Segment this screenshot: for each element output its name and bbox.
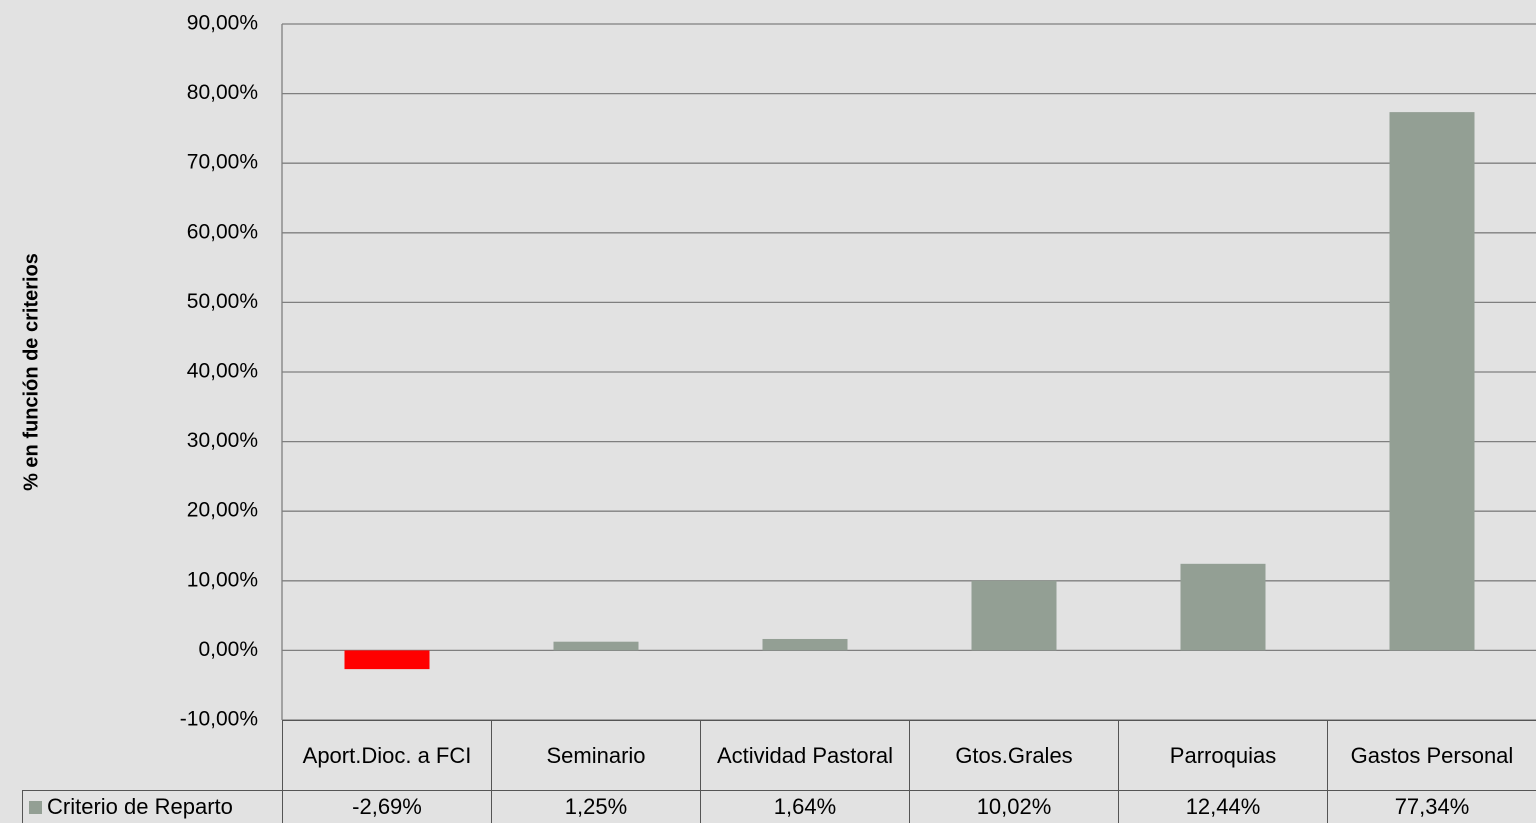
legend-label: Criterio de Reparto: [47, 794, 233, 819]
table-value: 77,34%: [1327, 790, 1536, 823]
y-tick-label: 50,00%: [187, 290, 258, 313]
y-tick-label: 70,00%: [187, 151, 258, 174]
table-value: -2,69%: [282, 790, 492, 823]
bar: [1180, 563, 1266, 651]
category-label-text: Gastos Personal: [1350, 742, 1514, 768]
table-value: 1,64%: [700, 790, 910, 823]
legend-key: [29, 800, 42, 814]
y-tick-label: 80,00%: [187, 81, 258, 104]
legend-entry: Criterio de Reparto: [22, 790, 283, 823]
y-tick-label: 0,00%: [198, 638, 258, 661]
bar: [553, 641, 639, 651]
category-label-text: Gtos.Grales: [955, 742, 1073, 768]
y-tick-label: 90,00%: [187, 12, 258, 35]
bar: [1389, 112, 1475, 651]
category-label-text: Actividad Pastoral: [716, 742, 894, 768]
table-value: 10,02%: [909, 790, 1119, 823]
table-value-text: -2,69%: [352, 794, 422, 819]
table-value: 12,44%: [1118, 790, 1328, 823]
category-label: Seminario: [491, 720, 701, 791]
category-label: Gastos Personal: [1327, 720, 1536, 791]
table-value: 1,25%: [491, 790, 701, 823]
table-value-text: 10,02%: [976, 794, 1052, 819]
table-value-text: 77,34%: [1394, 794, 1470, 819]
category-label-text: Aport.Dioc. a FCI: [302, 742, 472, 768]
table-value-text: 12,44%: [1185, 794, 1261, 819]
bar: [762, 638, 848, 651]
category-label-text: Seminario: [546, 742, 646, 768]
table-value-text: 1,25%: [564, 794, 628, 819]
bar: [971, 580, 1057, 651]
y-tick-label: 10,00%: [187, 568, 258, 591]
category-label: Parroquias: [1118, 720, 1328, 791]
y-axis-label: % en función de criterios: [20, 253, 42, 491]
category-label-text: Parroquias: [1169, 742, 1277, 768]
y-tick-label: 40,00%: [187, 360, 258, 383]
table-value-text: 1,64%: [773, 794, 837, 819]
y-tick-label: 20,00%: [187, 499, 258, 522]
y-tick-label: 30,00%: [187, 429, 258, 452]
category-label: Gtos.Grales: [909, 720, 1119, 791]
category-label: Actividad Pastoral: [700, 720, 910, 791]
category-label: Aport.Dioc. a FCI: [282, 720, 492, 791]
bar: [344, 650, 430, 670]
y-tick-label: -10,00%: [180, 708, 258, 731]
y-tick-label: 60,00%: [187, 220, 258, 243]
